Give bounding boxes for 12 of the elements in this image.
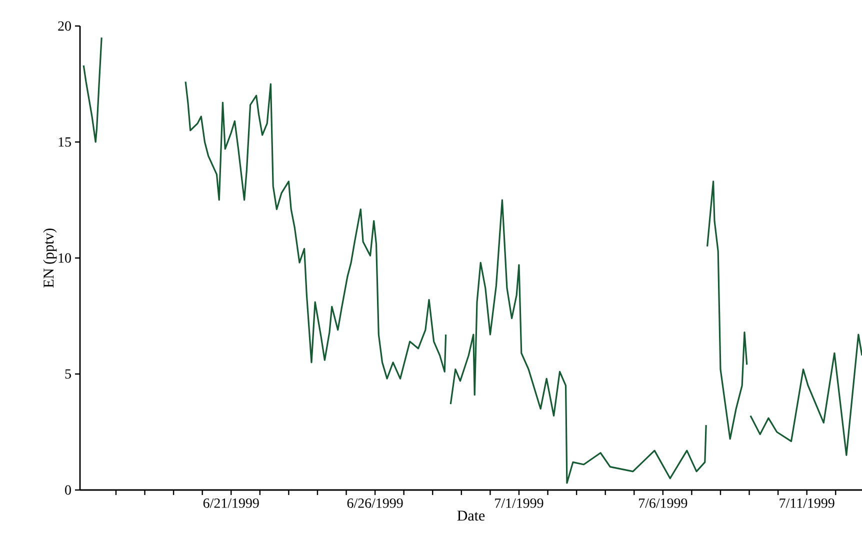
x-tick-label: 7/1/1999 [495, 498, 544, 508]
x-axis-title: Date [457, 510, 485, 521]
y-axis-title: EN (pptv) [43, 228, 57, 288]
x-tick-label: 6/26/1999 [347, 498, 403, 508]
y-tick-label: 5 [65, 369, 71, 379]
x-tick-label: 7/11/1999 [780, 498, 834, 508]
x-tick-label: 6/21/1999 [203, 498, 259, 508]
y-tick-label: 0 [65, 485, 71, 495]
y-tick-label: 15 [58, 137, 71, 147]
x-tick-label: 7/6/1999 [639, 498, 688, 508]
y-tick-label: 10 [58, 253, 71, 263]
y-tick-label: 20 [58, 21, 71, 31]
